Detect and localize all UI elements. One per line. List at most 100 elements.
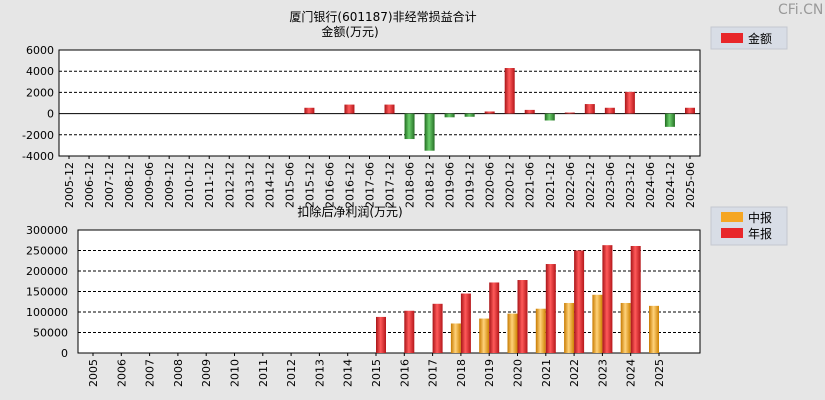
chart-1-bar-negative xyxy=(664,113,675,127)
chart-1-x-tick-label: 2014-12 xyxy=(263,162,276,208)
chart-1-bar-positive xyxy=(584,104,595,114)
chart-2-bar-interim xyxy=(564,302,575,353)
chart-1-x-tick-label: 2016-06 xyxy=(323,162,336,208)
chart-2-y-tick-label: 250000 xyxy=(26,245,68,258)
chart-1-x-axis: 2005-12 2006-12 2007-12 2008-12 2009-06 2009-… xyxy=(63,156,697,208)
chart-1-x-tick-label: 2011-12 xyxy=(203,162,216,208)
chart-1-title: 厦门银行(601187)非经常损益合计 xyxy=(289,9,476,24)
chart-2-bar-annual xyxy=(460,293,471,353)
chart-1-x-tick-label: 2017-06 xyxy=(363,162,376,208)
chart-1-bar-positive xyxy=(524,109,535,114)
chart-1-bar-negative xyxy=(404,113,415,140)
chart-2-y-tick-label: 150000 xyxy=(26,286,68,299)
chart-2-x-tick-label: 2005 xyxy=(87,359,100,387)
chart-2-x-tick-label: 2021 xyxy=(540,359,553,387)
chart-1-legend-box xyxy=(710,26,788,50)
chart-1-bar-positive xyxy=(624,91,635,114)
chart-1-x-tick-label: 2024-06 xyxy=(644,162,657,208)
chart-1-y-tick-label: 2000 xyxy=(26,86,54,99)
chart-2-x-tick-label: 2025 xyxy=(653,359,666,387)
chart-1-x-tick-label: 2015-12 xyxy=(303,162,316,208)
chart-2-bar-interim xyxy=(535,308,546,353)
chart-1-y-tick-label: 6000 xyxy=(26,44,54,57)
chart-1-bar-positive xyxy=(304,107,315,114)
chart-1-x-tick-label: 2017-12 xyxy=(384,162,397,208)
chart-2-x-tick-label: 2019 xyxy=(483,359,496,387)
chart-1-bar-positive xyxy=(684,107,695,114)
chart-2-legend-label-annual: 年报 xyxy=(748,226,772,241)
chart-2-x-tick-label: 2010 xyxy=(229,359,242,387)
chart-1-bar-positive xyxy=(564,112,575,114)
chart-1-bar-positive xyxy=(504,68,515,114)
chart-2-bar-annual xyxy=(545,264,556,353)
watermark: CFi.CN xyxy=(778,2,823,18)
chart-2-bar-interim xyxy=(649,305,659,353)
chart-2-bar-annual xyxy=(489,282,500,353)
chart-2-legend-swatch-annual xyxy=(721,228,743,238)
chart-1-x-tick-label: 2009-12 xyxy=(163,162,176,208)
chart-1-legend: 金额 xyxy=(710,26,788,50)
chart-1-x-tick-label: 2016-12 xyxy=(343,162,356,208)
chart-2-x-tick-label: 2016 xyxy=(398,359,411,387)
chart-1-x-tick-label: 2019-06 xyxy=(444,162,457,208)
chart-1-y-tick-label: 4000 xyxy=(26,65,54,78)
chart-2-bar-annual xyxy=(404,310,415,353)
chart-1-x-tick-label: 2023-12 xyxy=(624,162,637,208)
chart-1-x-tick-label: 2009-06 xyxy=(143,162,156,208)
chart-2-bar-annual xyxy=(602,245,613,353)
chart-2-y-tick-label: 50000 xyxy=(33,327,68,340)
chart-2-bar-annual xyxy=(517,280,528,353)
chart-2-x-tick-label: 2011 xyxy=(257,359,270,387)
chart-2-x-tick-label: 2015 xyxy=(370,359,383,387)
chart-2-bar-interim xyxy=(592,294,603,353)
chart-2-legend: 中报 年报 xyxy=(710,206,788,246)
chart-2-legend-label-interim: 中报 xyxy=(748,210,772,225)
chart-1-bars xyxy=(304,68,695,151)
chart-2-x-tick-label: 2006 xyxy=(115,359,128,387)
chart-1-bar-negative xyxy=(544,113,555,121)
chart-1: 厦门银行(601187)非经常损益合计 金额(万元) -4000 -2000 0 20… xyxy=(22,9,788,208)
chart-1-x-tick-label: 2024-12 xyxy=(664,162,677,208)
chart-2-x-tick-label: 2024 xyxy=(625,359,638,387)
chart-1-y-tick-label: 0 xyxy=(47,108,54,121)
chart-2-y-tick-label: 100000 xyxy=(26,306,68,319)
chart-2-y-tick-label: 0 xyxy=(61,347,68,360)
chart-1-bar-positive xyxy=(344,104,355,114)
chart-2-bar-interim xyxy=(479,318,490,353)
chart-1-y-tick-label: -4000 xyxy=(22,150,54,163)
chart-2-x-tick-label: 2007 xyxy=(144,359,157,387)
chart-1-y-tick-label: -2000 xyxy=(22,129,54,142)
chart-1-x-tick-label: 2021-06 xyxy=(524,162,537,208)
chart-1-x-tick-label: 2013-12 xyxy=(243,162,256,208)
chart-1-x-tick-label: 2022-06 xyxy=(564,162,577,208)
chart-2-x-axis: 2005 2006 2007 2008 2009 2010 2011 2012 2013 2014… xyxy=(87,353,666,387)
chart-2-x-tick-label: 2009 xyxy=(200,359,213,387)
chart-1-x-tick-label: 2006-12 xyxy=(83,162,96,208)
chart-1-x-tick-label: 2021-12 xyxy=(544,162,557,208)
chart-2-bar-interim xyxy=(620,302,631,353)
chart-2-x-tick-label: 2017 xyxy=(427,359,440,387)
chart-2-x-tick-label: 2023 xyxy=(596,359,609,387)
chart-1-x-tick-label: 2023-06 xyxy=(604,162,617,208)
chart-2-gridlines xyxy=(78,250,700,333)
chart-2-legend-swatch-interim xyxy=(721,212,743,222)
chart-1-x-tick-label: 2015-06 xyxy=(283,162,296,208)
chart-2-x-tick-label: 2018 xyxy=(455,359,468,387)
chart-1-x-tick-label: 2020-06 xyxy=(484,162,497,208)
chart-2-title: 扣除后净利润(万元) xyxy=(297,204,402,219)
chart-1-x-tick-label: 2007-12 xyxy=(103,162,116,208)
chart-2-bar-annual xyxy=(376,316,386,353)
chart-2-x-tick-label: 2008 xyxy=(172,359,185,387)
chart-1-bar-positive xyxy=(384,104,395,114)
chart-1-x-tick-label: 2018-12 xyxy=(424,162,437,208)
chart-1-x-tick-label: 2019-12 xyxy=(464,162,477,208)
chart-2-bar-annual xyxy=(574,250,585,353)
chart-2-x-tick-label: 2013 xyxy=(313,359,326,387)
chart-2-bar-interim xyxy=(507,313,518,353)
chart-1-x-tick-label: 2008-12 xyxy=(123,162,136,208)
chart-2-bar-annual xyxy=(630,245,641,353)
chart-2-bar-interim xyxy=(450,323,461,353)
chart-1-subtitle: 金额(万元) xyxy=(321,24,378,39)
chart-1-x-tick-label: 2022-12 xyxy=(584,162,597,208)
